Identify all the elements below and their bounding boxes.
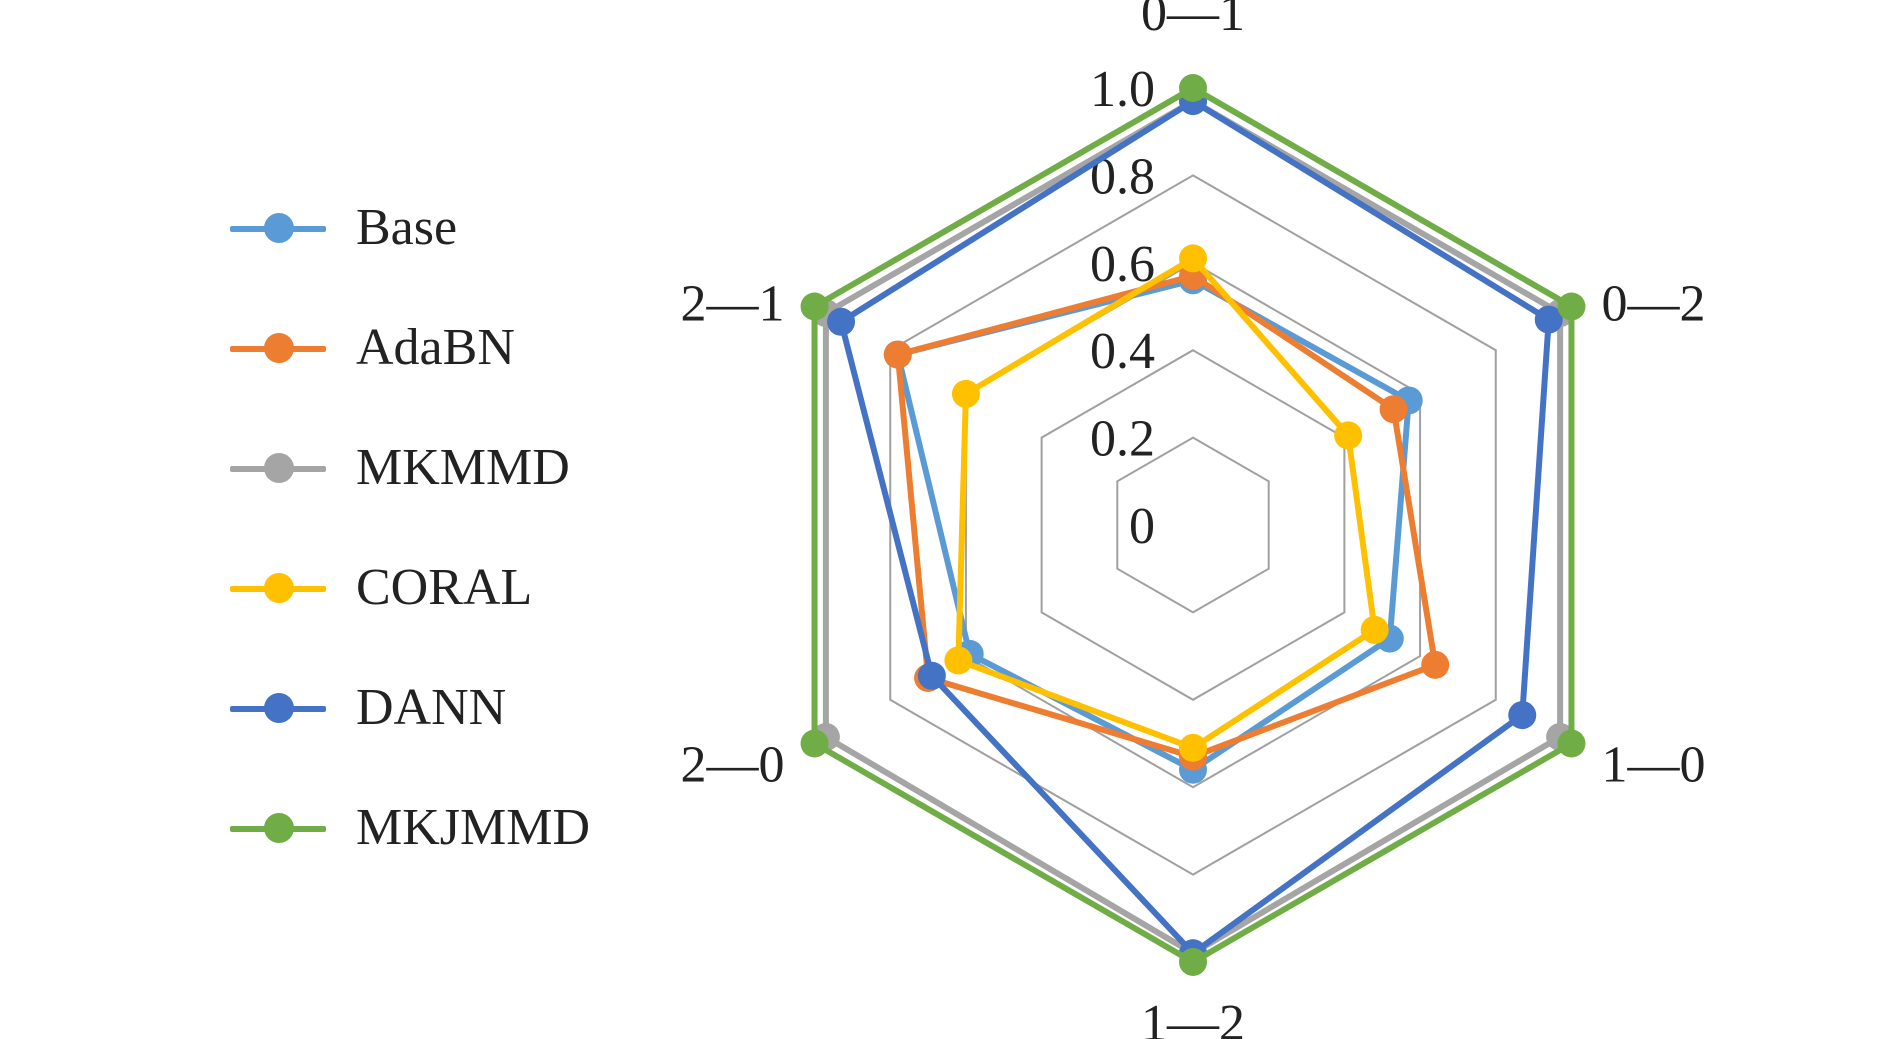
legend-label: MKJMMD: [356, 799, 591, 856]
series-point: [1508, 701, 1537, 730]
legend-item: CORAL: [228, 528, 648, 648]
grid-ring: [1116, 436, 1270, 614]
category-label: 1—2: [1141, 995, 1245, 1039]
legend-label: MKMMD: [356, 439, 570, 496]
legend-label: AdaBN: [356, 319, 515, 376]
tick-label: 1.0: [1090, 61, 1155, 118]
series-mkmmd: [811, 87, 1575, 968]
series-point: [944, 646, 973, 675]
series-adabn: [883, 261, 1450, 771]
legend: Base AdaBN MKMMD CORAL DANN MKJMMD: [228, 168, 648, 888]
tick-labels: 00.20.40.60.81.0: [1090, 61, 1155, 555]
legend-marker: [228, 688, 328, 728]
legend-label: Base: [356, 199, 458, 256]
legend-marker: [228, 448, 328, 488]
legend-marker: [228, 328, 328, 368]
series-point: [1557, 729, 1586, 758]
grid-ring: [813, 86, 1573, 964]
series-point: [1379, 395, 1408, 424]
series-point: [800, 729, 829, 758]
tick-label: 0.4: [1090, 323, 1155, 380]
legend-label: CORAL: [356, 559, 533, 616]
category-label: 0—2: [1601, 276, 1705, 333]
legend-item: MKJMMD: [228, 768, 648, 888]
category-labels: 0—1 0—2 1—0 1—2 2—0 2—1: [681, 0, 1706, 1039]
series-point: [1179, 948, 1207, 976]
legend-item: AdaBN: [228, 288, 648, 408]
legend-item: DANN: [228, 648, 648, 768]
series-point: [1334, 421, 1363, 450]
series-point: [1179, 733, 1207, 762]
series-line: [822, 98, 1564, 957]
series-point: [1179, 74, 1207, 102]
legend-item: Base: [228, 168, 648, 288]
tick-label: 0.6: [1090, 236, 1155, 293]
tick-label: 0: [1129, 498, 1155, 555]
category-label: 2—0: [681, 737, 785, 794]
series-point: [1360, 615, 1389, 644]
category-label: 2—1: [681, 276, 785, 333]
grid-ring: [1040, 349, 1346, 701]
category-label: 1—0: [1601, 737, 1705, 794]
series-point: [1557, 292, 1586, 321]
legend-label: DANN: [356, 679, 507, 736]
grid: [813, 86, 1573, 964]
legend-item: MKMMD: [228, 408, 648, 528]
series-mkjmmd: [800, 74, 1586, 976]
series-point: [800, 292, 829, 321]
category-label: 0—1: [1141, 0, 1245, 42]
legend-marker: [228, 808, 328, 848]
legend-marker: [228, 208, 328, 248]
series-group: [800, 74, 1586, 976]
tick-label: 0.2: [1090, 411, 1155, 468]
series-coral: [944, 244, 1389, 762]
series-point: [1179, 244, 1207, 273]
series-point: [883, 340, 912, 369]
series-point: [951, 379, 980, 408]
series-line: [811, 85, 1575, 965]
series-point: [1534, 305, 1563, 334]
legend-marker: [228, 568, 328, 608]
series-point: [917, 661, 946, 690]
series-point: [1421, 650, 1450, 679]
series-point: [827, 307, 856, 336]
